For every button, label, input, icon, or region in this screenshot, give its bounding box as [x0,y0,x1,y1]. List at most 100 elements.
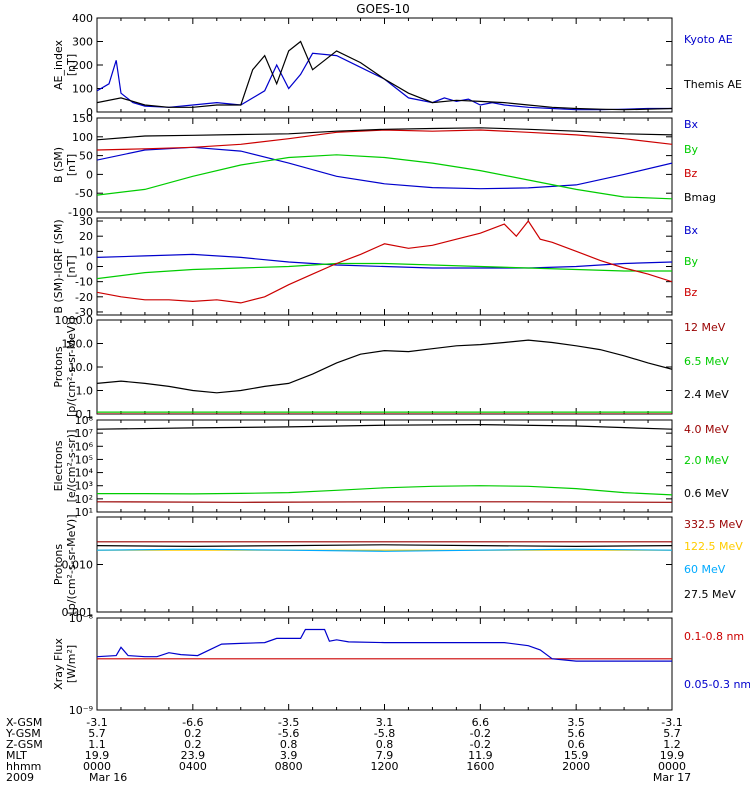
legend-entry: Themis AE [683,78,742,91]
legend-entry: Kyoto AE [684,33,733,46]
y-tick-label: 300 [72,36,93,49]
series-line-0-6-mev [97,423,672,430]
y-tick-label: 20 [79,230,93,243]
y-tick-label: 0 [86,168,93,181]
panel-frame [96,17,673,113]
y-axis-unit: [nT] [65,255,78,277]
y-axis-label: B (SM) [52,147,65,183]
x-axis-tick-value: -0.2 [470,727,491,740]
y-axis-unit: [W/m²] [65,645,78,683]
x-axis-row-label: 2009 [6,771,34,784]
x-axis-tick-value: 0400 [179,760,207,773]
x-axis-tick-value: 2000 [562,760,590,773]
legend-entry: Bx [684,118,699,131]
series-line-2-0-mev [97,485,672,496]
y-tick-label: 10 [79,245,93,258]
y-tick-label: 10⁴ [75,467,94,480]
x-axis-row-label: Y-GSM [5,727,41,740]
x-axis-row-label: X-GSM [6,716,42,729]
y-tick-label: 10⁻⁹ [69,704,93,717]
y-tick-label: 10.0 [69,361,94,374]
y-tick-label: -10 [75,276,93,289]
x-axis-tick-value: 0.8 [280,738,298,751]
series-line-4-0-mev [97,501,672,503]
panel-4: 0.1 1.0 10.0 100.0 1000.0 Protons [p/(cm²-s-sr… [52,314,729,421]
x-axis-tick-value: -5.6 [278,727,299,740]
x-axis-tick-value: 0.6 [567,738,585,751]
chart-title: GOES-10 [356,2,410,16]
x-axis-table: X-GSMY-GSMZ-GSMMLThhmm2009-3.15.71.119.9… [5,716,691,784]
panel-2: -100 -50 0 50 100 150 B (SM) [nT] Bx By Bz Bmag [52,112,716,219]
panel-frame [96,319,673,415]
legend-entry: Bmag [684,191,716,204]
y-axis-label: B (SM)-IGRF (SM) [52,219,65,313]
y-axis-unit: [p/(cm²-s-sr-MeV)] [65,317,78,417]
x-axis-tick-value: 0000 [83,760,111,773]
legend-entry: 6.5 MeV [684,355,729,368]
y-tick-label: 30 [79,215,93,228]
legend-entry: 4.0 MeV [684,423,729,436]
panel-1: 0 100 200 300 400 AE_index [nT] Kyoto AE Themis … [52,12,742,119]
x-axis-tick-value: 0.2 [184,738,202,751]
legend-entry: Bz [684,286,698,299]
x-axis-tick-value: 1.2 [663,738,681,751]
series-line-by [97,262,672,280]
series-line-bx [97,146,672,190]
x-axis-tick-value: Mar 17 [653,771,691,784]
x-axis-tick-value: -3.1 [661,716,682,729]
series-line-by [97,154,672,200]
series-line-themis-ae [97,40,672,111]
y-tick-label: 0.010 [62,559,94,572]
panel-frame [96,516,673,613]
y-tick-label: 10⁶ [75,440,94,453]
y-tick-label: 0 [86,106,93,119]
panel-frame [96,617,673,711]
x-axis-tick-value: -6.6 [182,716,203,729]
series-line-bz [97,219,672,304]
y-axis-label: Protons [52,544,65,585]
y-tick-label: 10² [75,493,93,506]
y-tick-label: 10⁵ [75,453,93,466]
x-axis-tick-value: 7.9 [376,749,394,762]
legend-entry: 0.6 MeV [684,487,729,500]
panel-frame [96,419,673,513]
series-line-bz [97,129,672,151]
x-axis-tick-value: 1600 [466,760,494,773]
y-tick-label: 150 [72,112,93,125]
legend-entry: By [684,143,699,156]
y-tick-label: 10⁸ [75,414,94,427]
y-tick-label: 0.1 [76,408,94,421]
x-axis-row-label: Z-GSM [6,738,43,751]
x-axis-tick-value: -3.1 [86,716,107,729]
y-axis-unit: [e/(cm²-s-sr)] [65,430,78,503]
y-tick-label: 0.001 [62,606,94,619]
y-tick-label: 50 [79,150,93,163]
series-line-2-4-mev [97,339,672,394]
x-axis-tick-value: -0.2 [470,738,491,751]
legend-entry: 12 MeV [684,321,726,334]
y-tick-label: 0 [86,261,93,274]
series-line-0-05-0-3-nm [97,628,672,662]
x-axis-tick-value: -3.5 [278,716,299,729]
legend-entry: Bz [684,167,698,180]
x-axis-tick-value: 5.7 [88,727,106,740]
x-axis-tick-value: 0800 [275,760,303,773]
legend-entry: 27.5 MeV [684,588,736,601]
series-line-bmag [97,127,672,141]
series-line-27-5-mev [97,544,672,548]
x-axis-tick-value: 0.2 [184,727,202,740]
y-tick-label: 1.0 [76,385,94,398]
y-tick-label: -20 [75,291,93,304]
y-tick-label: 10³ [75,480,93,493]
x-axis-tick-value: 0.8 [376,738,394,751]
y-tick-label: 100 [72,131,93,144]
y-axis-unit: [p/(cm²-s-sr-MeV)] [65,515,78,615]
x-axis-tick-value: 5.7 [663,727,681,740]
y-tick-label: 10¹ [75,506,93,519]
legend-entry: By [684,255,699,268]
series-line-kyoto-ae [97,52,672,111]
x-axis-tick-value: 3.1 [376,716,394,729]
x-axis-tick-value: 5.6 [567,727,585,740]
x-axis-tick-value: 11.9 [468,749,493,762]
x-axis-tick-value: 15.9 [564,749,589,762]
